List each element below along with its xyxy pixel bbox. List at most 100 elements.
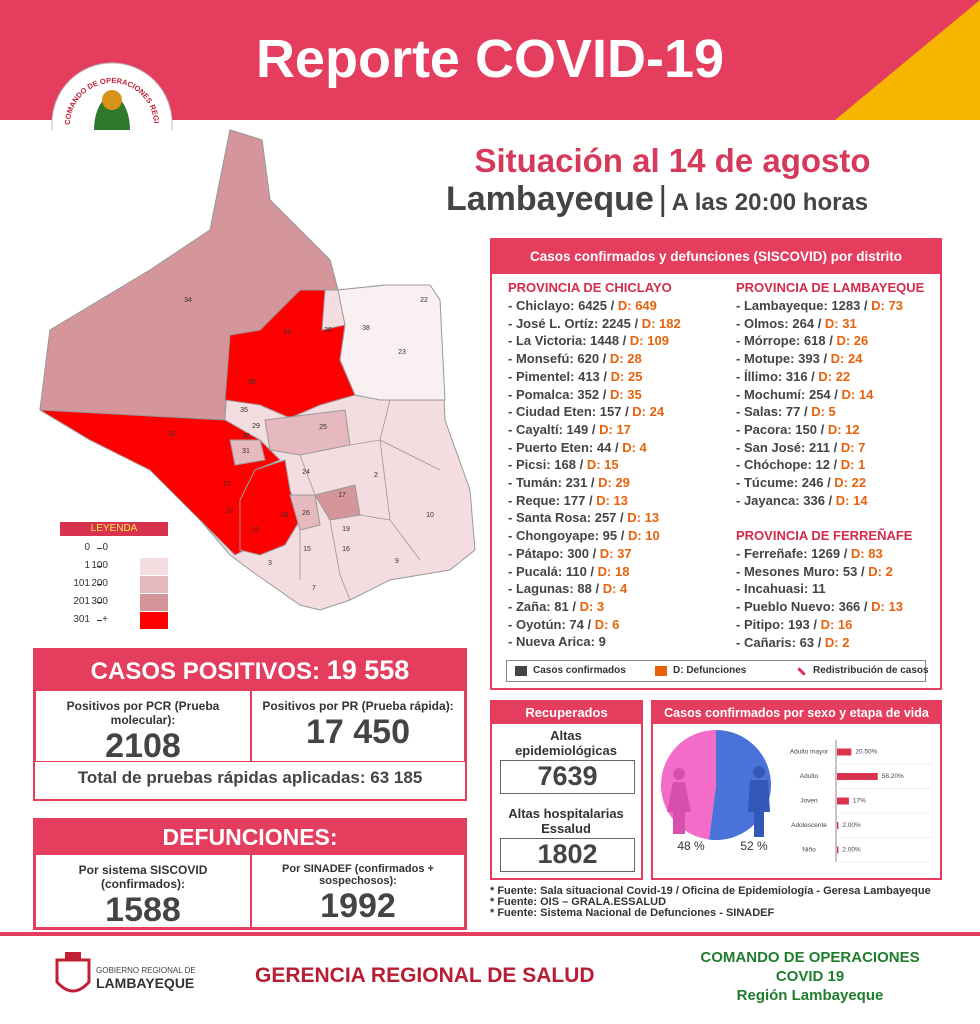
district-cases: 1283 (831, 298, 861, 313)
separator (599, 351, 610, 366)
logo-figure (94, 96, 130, 130)
death-prefix: D: (836, 333, 851, 349)
legend-swatch (140, 576, 168, 593)
district-line: Incahuasi11 (736, 581, 826, 596)
province-title: PROVINCIA DE FERREÑAFE (736, 528, 913, 543)
district-line: Lagunas88 D:4 (508, 581, 627, 596)
district-line: Picsi168 D:15 (508, 457, 619, 472)
footer-right: COMANDO DE OPERACIONES COVID 19 Región Lam… (680, 948, 940, 1005)
map-region (264, 409, 351, 456)
district-deaths: 13 (613, 492, 628, 508)
district-cases: 63 (799, 634, 815, 650)
district-number: 19 (342, 526, 350, 533)
legend-dash (97, 584, 102, 585)
bar (837, 797, 849, 805)
district-name: Túcume (736, 475, 802, 490)
bar-category: Adulto mayor (790, 749, 829, 756)
district-line: Cañaris63 D:2 (736, 635, 850, 650)
bar-category: Adulto (800, 773, 819, 780)
legend-to: 200 (91, 578, 108, 589)
legend-label: Casos confirmados (533, 665, 626, 676)
separator (588, 422, 599, 437)
legend-title: LEYENDA (60, 522, 168, 536)
bar-category: Adolescente (791, 822, 827, 829)
district-line: Pátapo300 D:37 (508, 546, 632, 561)
district-number: 3 (268, 560, 272, 567)
district-deaths: 4 (639, 439, 647, 455)
bar-value-label: 2.00% (842, 847, 861, 854)
chart-box: Casos confirmados por sexo y etapa de vi… (651, 700, 942, 880)
separator (607, 298, 618, 313)
separator (617, 528, 628, 543)
woman-icon-head (673, 768, 685, 780)
death-prefix: D: (824, 634, 839, 650)
separator (840, 546, 851, 561)
source-line: * Fuente: OIS – GRALA.ESSALUD (490, 896, 667, 908)
district-cases: 77 (785, 404, 801, 420)
district-name: Ciudad Eten (508, 404, 600, 419)
footer-rule (0, 932, 980, 936)
map-borders (299, 399, 441, 601)
siscovid-cell: Por sistema SISCOVID (confirmados): 1588 (35, 854, 251, 929)
district-name: Chóchope (736, 457, 815, 472)
district-line: Mórrope618 D:26 (736, 333, 868, 348)
man-icon-head (753, 766, 765, 778)
district-line: Ciudad Eten157 D:24 (508, 404, 664, 419)
district-cases: 211 (809, 439, 830, 455)
separator (619, 333, 630, 348)
district-deaths: 2 (885, 563, 893, 579)
district-line: Monsefú620 D:28 (508, 351, 642, 366)
death-prefix: D: (627, 528, 642, 544)
map-region (239, 459, 301, 556)
header-decor: COMANDO DE OPERACIONES REGIONAL LAMBAYEQ… (0, 0, 980, 130)
district-cases: 149 (566, 421, 589, 437)
district-cases: 2245 (601, 315, 631, 331)
death-prefix: D: (834, 475, 849, 490)
separator (814, 316, 825, 331)
district-number: 28 (324, 327, 332, 334)
district-cases: 316 (785, 368, 808, 384)
district-number: 32 (168, 431, 176, 438)
district-line: Motupe393 D:24 (736, 351, 862, 366)
death-prefix: D: (871, 599, 885, 615)
district-deaths: 83 (868, 546, 883, 561)
district-deaths: 3 (596, 598, 605, 614)
district-name: Lagunas (508, 581, 577, 596)
pr-value: 17 450 (306, 713, 410, 751)
separator (599, 387, 610, 402)
shield (55, 958, 91, 993)
separator (857, 564, 868, 579)
district-deaths: 12 (845, 421, 860, 437)
district-number: 26 (302, 510, 310, 517)
legend-swatch (140, 594, 168, 611)
separator (576, 457, 587, 472)
death-prefix: D: (820, 616, 835, 632)
death-prefix: D: (811, 404, 825, 420)
district-name: Mochumí (736, 387, 809, 402)
death-prefix: D: (840, 457, 855, 473)
province-title: PROVINCIA DE CHICLAYO (508, 280, 672, 295)
separator (585, 493, 596, 508)
legend-row: 101 200 (60, 576, 168, 593)
bar-category: Joven (800, 798, 818, 805)
district-line: Íllimo316 D:22 (736, 369, 850, 384)
district-line: Pacora150 D:12 (736, 422, 860, 437)
legend-dash (97, 566, 102, 567)
district-deaths: 1 (858, 457, 866, 473)
epi-label: Altas epidemiológicas (515, 728, 617, 758)
district-line: Reque177 D:13 (508, 493, 628, 508)
district-line: Pimentel413 D:25 (508, 369, 642, 384)
district-deaths: 13 (888, 599, 903, 615)
logo-head (102, 90, 122, 110)
separator (587, 475, 598, 490)
district-number: 36 (242, 433, 250, 440)
death-prefix: D: (598, 475, 612, 490)
district-number: 37 (226, 508, 234, 515)
district-line: Pucalá110 D:18 (508, 564, 629, 579)
district-line: Túcume246 D:22 (736, 475, 866, 490)
death-prefix: D: (610, 368, 625, 384)
province-title: PROVINCIA DE LAMBAYEQUE (736, 280, 925, 295)
legend-swatch (515, 666, 527, 676)
district-name: Cañaris (736, 635, 800, 650)
separator (820, 351, 831, 366)
